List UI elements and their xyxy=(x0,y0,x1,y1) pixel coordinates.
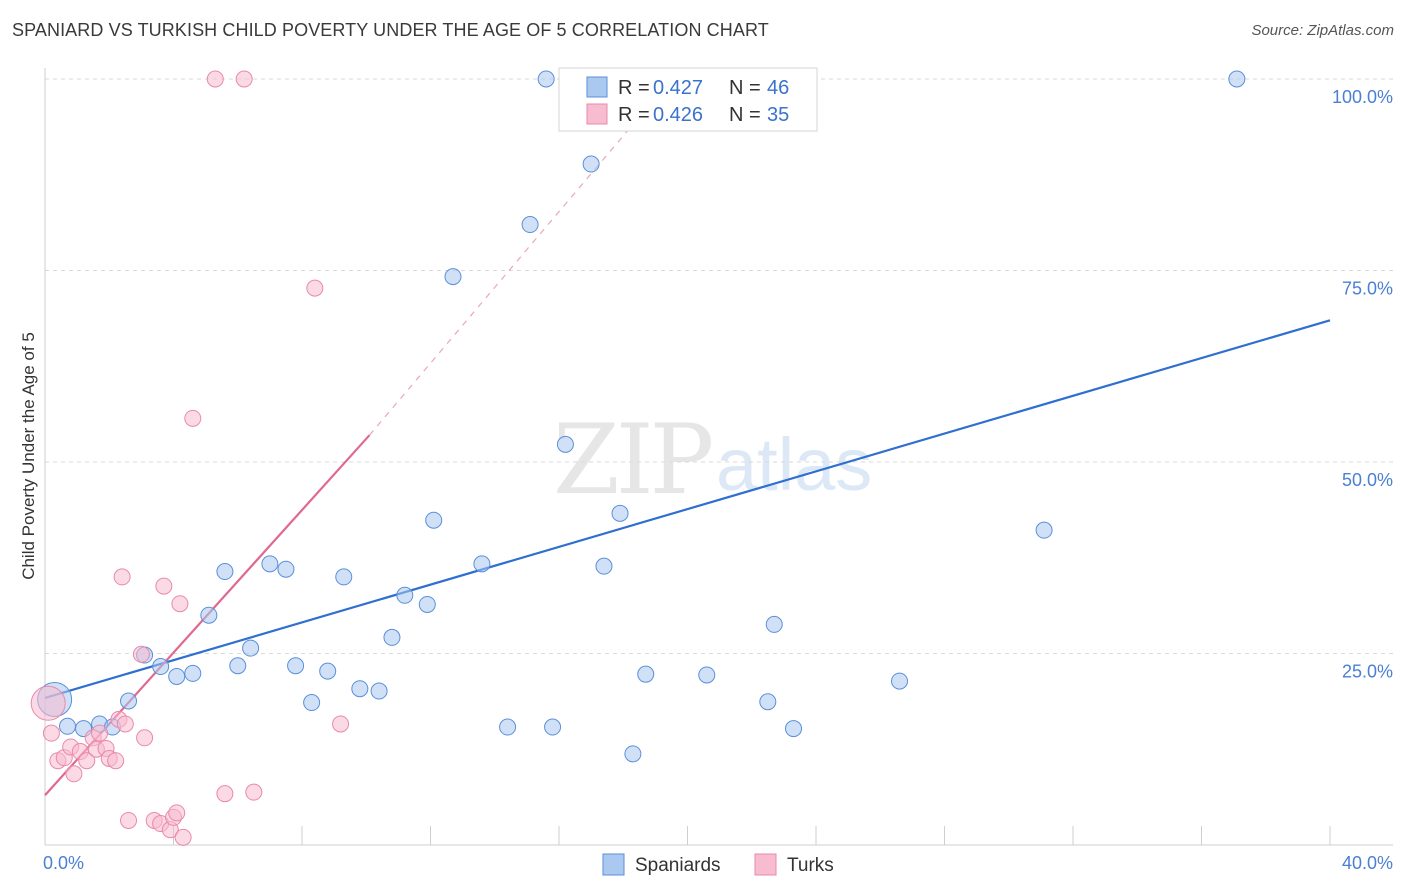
y-tick-label: 50.0% xyxy=(1342,470,1393,490)
turks-point xyxy=(235,70,253,88)
spaniards-point xyxy=(184,664,202,682)
spaniards-point xyxy=(319,662,337,680)
watermark-zip: ZIP xyxy=(553,404,712,516)
y-tick-label: 100.0% xyxy=(1332,87,1393,107)
turks-point xyxy=(120,811,138,829)
spaniards-point xyxy=(370,682,388,700)
y-axis-title: Child Poverty Under the Age of 5 xyxy=(19,332,38,580)
turks-point xyxy=(91,724,109,742)
spaniards-point xyxy=(287,657,305,675)
turks-point xyxy=(78,752,96,770)
spaniards-trend-line xyxy=(44,319,1331,699)
spaniards-point xyxy=(229,657,247,675)
legend: R = 0.427 N = 46 R = 0.426 N = 35 xyxy=(558,67,818,132)
turks-point xyxy=(42,724,60,742)
bottom-legend-swatch-spaniards xyxy=(602,853,625,876)
turks-point xyxy=(116,715,134,733)
spaniards-point xyxy=(473,555,491,573)
spaniards-point xyxy=(120,692,138,710)
legend-swatch-spaniards xyxy=(586,76,608,98)
spaniards-point xyxy=(595,557,613,575)
spaniards-point xyxy=(521,216,539,234)
spaniards-point xyxy=(1228,70,1246,88)
turks-point xyxy=(30,685,66,721)
spaniards-point xyxy=(444,268,462,286)
spaniards-point xyxy=(383,628,401,646)
source-label: Source: ZipAtlas.com xyxy=(1251,22,1394,39)
spaniards-point xyxy=(351,680,369,698)
spaniards-point xyxy=(785,720,803,738)
spaniards-point xyxy=(396,586,414,604)
spaniards-point xyxy=(335,568,353,586)
spaniards-point xyxy=(418,595,436,613)
legend-n-label: N = xyxy=(729,77,761,99)
spaniards-point xyxy=(1035,521,1053,539)
spaniards-point xyxy=(168,667,186,685)
spaniards-point xyxy=(637,665,655,683)
turks-point xyxy=(216,785,234,803)
x-tick-label: 40.0% xyxy=(1342,853,1393,873)
series-turks xyxy=(30,70,350,846)
bottom-legend-label-turks: Turks xyxy=(787,855,834,876)
turks-point xyxy=(155,577,173,595)
spaniards-point xyxy=(765,615,783,633)
tick-labels: 25.0% 50.0% 75.0% 100.0% 0.0% 40.0% xyxy=(43,87,1393,873)
spaniards-point xyxy=(624,745,642,763)
legend-r-value: 0.427 xyxy=(653,77,703,99)
chart-title: SPANIARD VS TURKISH CHILD POVERTY UNDER … xyxy=(12,20,769,40)
spaniards-point xyxy=(58,717,76,735)
spaniards-point xyxy=(499,718,517,736)
bottom-legend-label-spaniards: Spaniards xyxy=(635,855,721,876)
legend-n-value: 46 xyxy=(767,77,789,99)
legend-n-value: 35 xyxy=(767,104,789,126)
spaniards-point xyxy=(537,70,555,88)
spaniards-point xyxy=(261,555,279,573)
turks-point xyxy=(245,783,263,801)
spaniards-point xyxy=(544,718,562,736)
turks-point xyxy=(174,828,192,846)
spaniards-point xyxy=(303,694,321,712)
spaniards-point xyxy=(277,560,295,578)
turks-point xyxy=(132,645,150,663)
bottom-legend-swatch-turks xyxy=(754,853,777,876)
y-tick-label: 75.0% xyxy=(1342,279,1393,299)
legend-n-label: N = xyxy=(729,104,761,126)
legend-swatch-turks xyxy=(586,103,608,125)
turks-point xyxy=(171,595,189,613)
legend-r-label: R = xyxy=(618,104,650,126)
spaniards-point xyxy=(152,658,170,676)
turks-point xyxy=(113,568,131,586)
bottom-legend: Spaniards Turks xyxy=(602,853,834,876)
turks-point xyxy=(306,279,324,297)
turks-point xyxy=(206,70,224,88)
spaniards-point xyxy=(582,155,600,173)
turks-point xyxy=(332,715,350,733)
y-tick-label: 25.0% xyxy=(1342,662,1393,682)
spaniards-point xyxy=(611,504,629,522)
spaniards-point xyxy=(759,693,777,711)
legend-r-value: 0.426 xyxy=(653,104,703,126)
turks-point xyxy=(168,804,186,822)
spaniards-point xyxy=(242,639,260,657)
data-points xyxy=(30,70,1246,846)
turks-point xyxy=(184,409,202,427)
turks-point xyxy=(107,752,125,770)
spaniards-point xyxy=(698,666,716,684)
x-tick-label: 0.0% xyxy=(43,853,84,873)
spaniards-point xyxy=(200,606,218,624)
spaniards-point xyxy=(556,435,574,453)
turks-point xyxy=(65,765,83,783)
spaniards-point xyxy=(891,672,909,690)
gridlines xyxy=(45,78,1393,654)
legend-r-label: R = xyxy=(618,77,650,99)
turks-trend-extension xyxy=(369,78,672,436)
spaniards-point xyxy=(425,511,443,529)
spaniards-point xyxy=(216,563,234,581)
turks-point xyxy=(136,729,154,747)
watermark: ZIP atlas xyxy=(553,404,872,516)
